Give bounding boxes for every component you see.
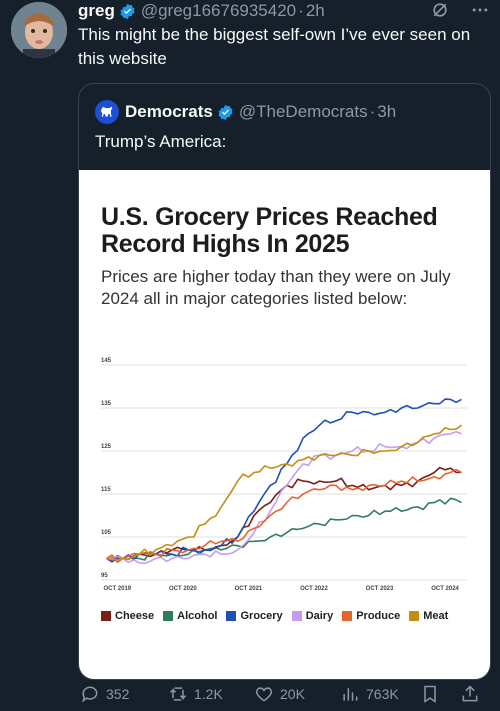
- x-tick-label: OCT 2020: [169, 586, 197, 592]
- author-handle[interactable]: @greg16676935420: [140, 1, 297, 20]
- y-tick-label: 145: [101, 358, 112, 364]
- header-actions: [430, 0, 490, 20]
- like-button[interactable]: 20K: [254, 684, 305, 704]
- x-tick-label: OCT 2021: [235, 586, 263, 592]
- legend-item-cheese: Cheese: [101, 610, 154, 622]
- bookmark-icon: [424, 685, 436, 703]
- heart-icon: [255, 687, 273, 702]
- line-chart: 95 105 115 125 135 145 OCT 2019 OCT 2020 OCT 202…: [101, 358, 467, 592]
- legend-label: Alcohol: [177, 610, 218, 622]
- x-tick-label: OCT 2019: [103, 586, 131, 592]
- view-count: 763K: [366, 686, 399, 702]
- avatar-image: [11, 2, 67, 58]
- legend-label: Meat: [423, 610, 449, 622]
- repost-button[interactable]: 1.2K: [168, 684, 223, 704]
- quote-time[interactable]: 3h: [377, 102, 397, 121]
- legend-label: Produce: [356, 610, 401, 622]
- repost-icon: [169, 687, 187, 701]
- author-name[interactable]: greg: [78, 1, 115, 20]
- reply-count: 352: [106, 686, 130, 702]
- legend-label: Grocery: [240, 610, 283, 622]
- legend-swatch: [409, 611, 420, 621]
- democrats-logo-icon: [95, 100, 119, 124]
- x-tick-label: OCT 2024: [431, 586, 459, 592]
- tweet-header: greg @greg16676935420 · 2h: [78, 0, 490, 22]
- tweet-text: This might be the biggest self-own I’ve …: [78, 25, 471, 68]
- quote-header: Democrats @TheDemocrats · 3h: [95, 100, 396, 124]
- series-line-dairy: [106, 430, 462, 565]
- y-tick-label: 105: [101, 530, 112, 536]
- series-line-alcohol: [106, 497, 462, 561]
- quote-text: Trump’s America:: [95, 132, 227, 151]
- legend-item-meat: Meat: [409, 610, 448, 622]
- y-tick-label: 95: [101, 573, 108, 579]
- share-icon: [462, 685, 478, 702]
- y-tick-label: 135: [101, 401, 112, 407]
- repost-count: 1.2K: [194, 686, 223, 702]
- legend-swatch: [226, 611, 237, 621]
- legend-swatch: [101, 611, 111, 621]
- legend-item-grocery: Grocery: [226, 610, 283, 622]
- reply-icon: [82, 686, 98, 703]
- series-line-grocery: [106, 398, 462, 563]
- quote-author-handle[interactable]: @TheDemocrats: [238, 102, 368, 121]
- verified-badge-icon: [120, 3, 135, 19]
- chart-legend: Cheese Alcohol Grocery Dairy Produce Meat: [101, 610, 448, 622]
- x-tick-label: OCT 2023: [366, 586, 394, 592]
- legend-item-dairy: Dairy: [291, 610, 334, 622]
- more-icon[interactable]: [470, 0, 490, 20]
- tweet-time[interactable]: 2h: [305, 1, 325, 20]
- legend-item-alcohol: Alcohol: [163, 610, 217, 622]
- separator-dot: ·: [298, 1, 304, 20]
- series-line-produce: [106, 468, 462, 564]
- quote-separator-dot: ·: [369, 102, 376, 121]
- chart-image[interactable]: U.S. Grocery Prices Reached Record Highs…: [79, 170, 490, 679]
- avatar[interactable]: [11, 2, 67, 58]
- legend-label: Cheese: [115, 610, 155, 622]
- y-tick-label: 115: [101, 487, 111, 493]
- views-button[interactable]: 763K: [340, 684, 399, 704]
- x-tick-label: OCT 2022: [300, 586, 328, 592]
- reply-button[interactable]: 352: [80, 684, 129, 704]
- legend-item-produce: Produce: [342, 610, 400, 622]
- chart-title: U.S. Grocery Prices Reached Record Highs…: [101, 203, 438, 258]
- legend-label: Dairy: [305, 610, 334, 622]
- grok-icon[interactable]: [430, 0, 450, 20]
- legend-swatch: [291, 611, 302, 621]
- quote-verified-badge-icon: [218, 104, 233, 120]
- legend-swatch: [342, 611, 353, 621]
- share-button[interactable]: [460, 684, 480, 704]
- legend-swatch: [163, 611, 174, 621]
- bookmark-button[interactable]: [420, 684, 440, 704]
- action-bar: 352 1.2K 20K 763K: [78, 682, 490, 706]
- chart-subtitle: Prices are higher today than they were o…: [101, 267, 451, 308]
- views-chart-icon: [343, 688, 358, 701]
- series-line-meat: [106, 424, 462, 561]
- quoted-tweet[interactable]: Democrats @TheDemocrats · 3h Trump’s Ame…: [78, 83, 491, 680]
- like-count: 20K: [280, 686, 305, 702]
- y-tick-label: 125: [101, 444, 112, 450]
- quote-author-name[interactable]: Democrats: [125, 102, 213, 121]
